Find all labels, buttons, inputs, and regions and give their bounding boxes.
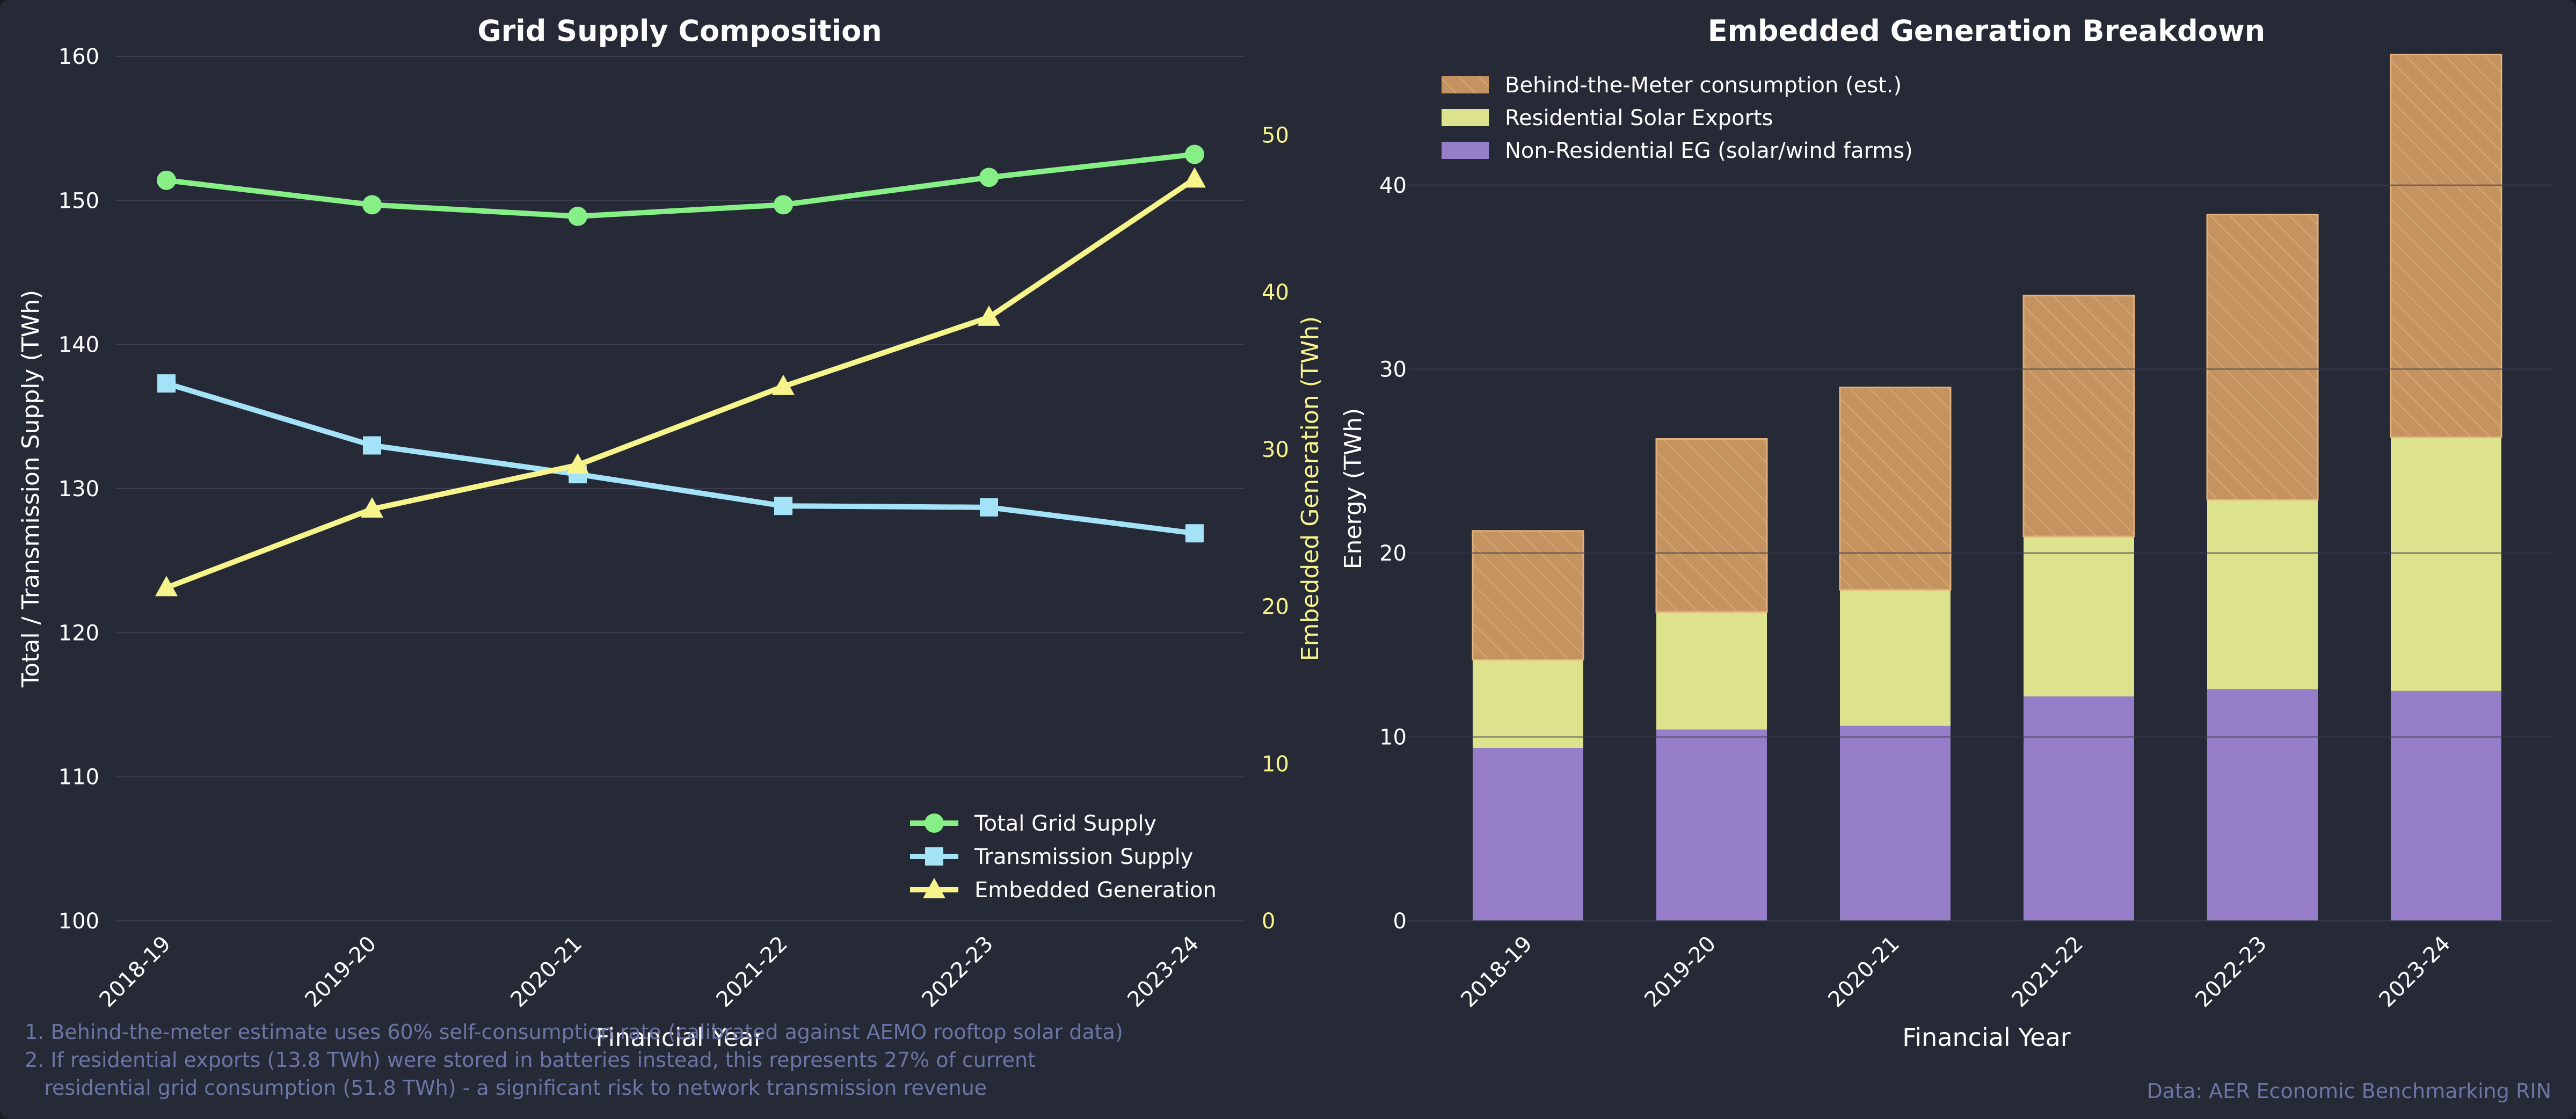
residential-solar-exports-bar — [2024, 536, 2134, 697]
embedded-generation-legend-label: Embedded Generation — [974, 878, 1217, 903]
embedded-generation-line — [165, 177, 1196, 591]
right-chart-y-tick-label: 10 — [1379, 725, 1407, 750]
non-residential-eg-solar-wind-farms--bar — [2024, 696, 2134, 921]
left-x-tick-label: 2023-24 — [1123, 932, 1204, 1013]
total-grid-supply-point — [979, 168, 999, 187]
residential-solar-exports-bar — [2207, 499, 2318, 689]
non-residential-eg-solar-wind-farms--legend-label: Non-Residential EG (solar/wind farms) — [1505, 139, 1913, 163]
left-x-axis-label: Financial Year — [595, 1023, 764, 1052]
right-y-tick-label: 20 — [1262, 595, 1289, 620]
footnote-2: 2. If residential exports (13.8 TWh) wer… — [25, 1048, 1036, 1072]
right-y-tick-label: 0 — [1262, 909, 1275, 934]
behind-the-meter-consumption-est--bar-hatch — [2390, 54, 2502, 438]
non-residential-eg-solar-wind-farms--bar — [2391, 691, 2501, 921]
left-y-axis-label: Total / Transmission Supply (TWh) — [17, 290, 45, 688]
embedded-generation-point — [155, 576, 178, 597]
right-x-tick-label: 2021-22 — [2007, 932, 2088, 1013]
left-y-tick-label: 130 — [59, 477, 99, 502]
right-chart-y-axis-label: Energy (TWh) — [1340, 408, 1367, 570]
transmission-supply-point — [157, 374, 176, 393]
transmission-supply-line — [165, 381, 1195, 536]
left-y-tick-label: 150 — [59, 188, 99, 213]
embedded-generation-point — [361, 497, 383, 518]
transmission-supply-legend-label: Transmission Supply — [974, 845, 1193, 869]
right-chart-y-tick-label: 30 — [1379, 357, 1407, 382]
left-x-tick-label: 2018-19 — [94, 932, 176, 1013]
left-y-tick-label: 100 — [59, 909, 99, 934]
left-x-tick-label: 2022-23 — [917, 932, 998, 1013]
left-y-tick-label: 160 — [59, 45, 99, 69]
embedded-generation-point — [566, 453, 589, 474]
behind-the-meter-consumption-est--bar-hatch — [1839, 387, 1952, 591]
left-x-tick-label: 2020-21 — [506, 932, 587, 1013]
total-grid-supply-line — [166, 151, 1195, 219]
right-x-tick-label: 2023-24 — [2374, 932, 2455, 1013]
residential-solar-exports-bar — [2391, 437, 2501, 691]
non-residential-eg-solar-wind-farms--bar — [1656, 729, 1767, 921]
total-grid-supply-point — [568, 206, 587, 226]
transmission-supply-legend-marker — [925, 847, 943, 866]
transmission-supply-point — [774, 497, 792, 515]
embedded-generation-point — [772, 374, 795, 395]
total-grid-supply-point — [362, 195, 382, 215]
behind-the-meter-consumption-est--legend-label: Behind-the-Meter consumption (est.) — [1505, 73, 1902, 98]
total-grid-supply-point — [1185, 144, 1204, 164]
behind-the-meter-consumption-est--bar-hatch — [1472, 530, 1584, 661]
right-chart-y-tick-label: 40 — [1379, 173, 1407, 198]
non-residential-eg-solar-wind-farms--legend-swatch — [1442, 142, 1489, 159]
right-y-tick-label: 30 — [1262, 438, 1289, 462]
total-grid-supply-legend-marker — [925, 813, 944, 833]
residential-solar-exports-bar — [1656, 612, 1767, 730]
total-grid-supply-point — [774, 195, 793, 215]
embedded-generation-point — [1183, 167, 1206, 188]
right-x-tick-label: 2018-19 — [1456, 932, 1537, 1013]
residential-solar-exports-legend-swatch — [1442, 109, 1489, 126]
residential-solar-exports-bar — [1840, 590, 1951, 726]
residential-solar-exports-legend-label: Residential Solar Exports — [1505, 106, 1773, 130]
right-y-axis-label: Embedded Generation (TWh) — [1297, 316, 1324, 662]
right-chart-y-tick-label: 0 — [1393, 909, 1407, 934]
residential-solar-exports-bar — [1473, 659, 1583, 748]
right-x-tick-label: 2019-20 — [1640, 932, 1721, 1013]
right-chart-y-tick-label: 20 — [1379, 541, 1407, 566]
left-x-tick-label: 2019-20 — [300, 932, 381, 1013]
right-y-tick-label: 50 — [1262, 123, 1289, 148]
footnote-3: residential grid consumption (51.8 TWh) … — [25, 1076, 987, 1100]
right-y-tick-label: 10 — [1262, 752, 1289, 776]
behind-the-meter-consumption-est--bar-hatch — [2206, 214, 2319, 501]
transmission-supply-point — [363, 436, 381, 455]
left-x-tick-label: 2021-22 — [711, 932, 792, 1013]
total-grid-supply-legend-label: Total Grid Supply — [974, 811, 1156, 836]
behind-the-meter-consumption-est--bar-hatch — [1655, 438, 1768, 613]
transmission-supply-point — [980, 498, 998, 517]
behind-the-meter-consumption-est--legend-hatch — [1442, 76, 1489, 93]
left-chart-title: Grid Supply Composition — [477, 14, 882, 48]
left-y-tick-label: 110 — [59, 765, 99, 790]
right-x-tick-label: 2020-21 — [1823, 932, 1904, 1013]
behind-the-meter-consumption-est--bar-hatch — [2022, 294, 2135, 537]
footnote-1: 1. Behind-the-meter estimate uses 60% se… — [25, 1020, 1123, 1044]
right-x-axis-label: Financial Year — [1902, 1023, 2071, 1052]
embedded-generation-legend-marker — [923, 878, 945, 898]
non-residential-eg-solar-wind-farms--bar — [1840, 725, 1951, 921]
non-residential-eg-solar-wind-farms--bar — [1473, 748, 1583, 921]
transmission-supply-point — [1185, 524, 1204, 543]
left-y-tick-label: 120 — [59, 621, 99, 645]
data-source: Data: AER Economic Benchmarking RIN — [2146, 1079, 2551, 1103]
non-residential-eg-solar-wind-farms--bar — [2207, 689, 2318, 921]
embedded-generation-point — [978, 305, 1000, 326]
right-chart-title: Embedded Generation Breakdown — [1708, 14, 2265, 48]
right-y-tick-label: 40 — [1262, 280, 1289, 305]
total-grid-supply-point — [157, 170, 176, 190]
left-y-tick-label: 140 — [59, 333, 99, 358]
right-x-tick-label: 2022-23 — [2191, 932, 2272, 1013]
